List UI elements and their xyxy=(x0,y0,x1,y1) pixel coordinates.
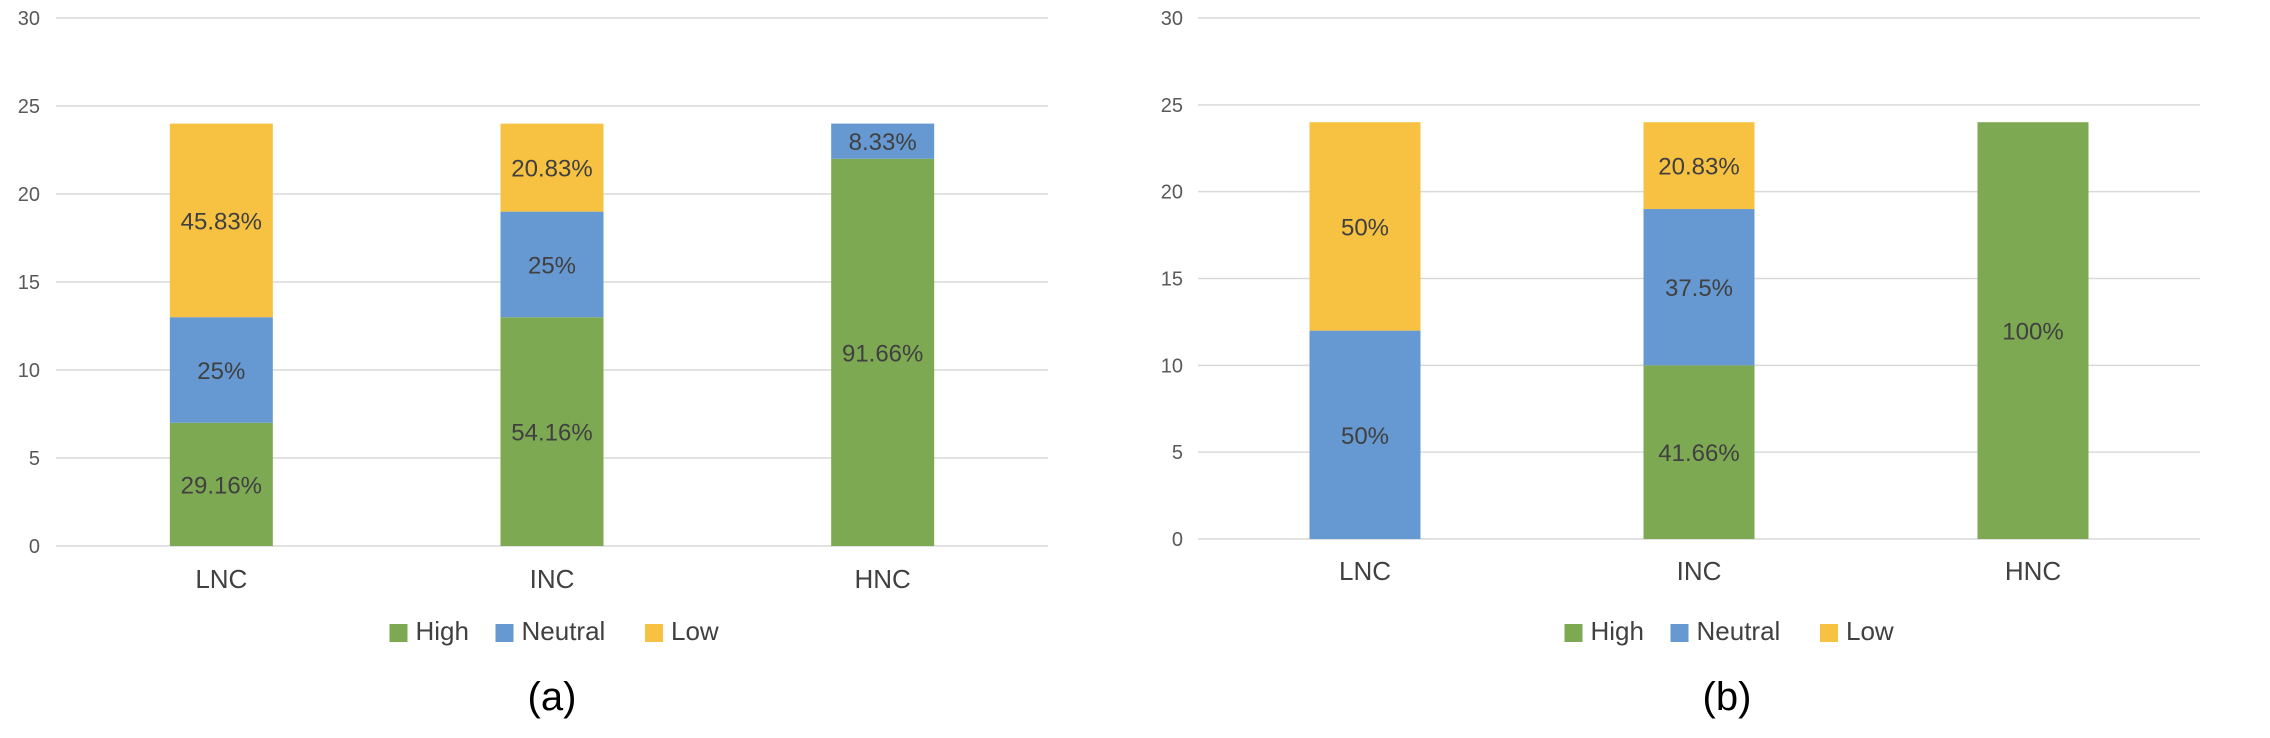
legend: High Neutral Low xyxy=(1564,616,1894,646)
bar-segment-high xyxy=(500,317,604,546)
data-label: 37.5% xyxy=(1665,275,1733,302)
y-tick-label: 0 xyxy=(1172,529,1183,551)
bar-segment-low xyxy=(1643,122,1755,210)
legend-label: Neutral xyxy=(522,616,606,646)
legend-swatch-high xyxy=(1564,624,1583,642)
x-tick-label: INC xyxy=(1677,556,1722,586)
bar-segment-low xyxy=(169,123,273,318)
bar-segment-high xyxy=(169,422,273,546)
y-tick-label: 25 xyxy=(1161,95,1183,117)
data-label: 91.66% xyxy=(842,340,923,367)
legend-swatch-low xyxy=(645,624,663,642)
chart-panel-0: 0 5 10 15 20 25 30 29.16% 25% 45.83% LNC 54.16% 25% 2… xyxy=(18,8,1048,719)
y-tick-label: 25 xyxy=(18,96,40,118)
bar-segment-neutral xyxy=(500,211,604,318)
legend-label: Neutral xyxy=(1697,616,1781,646)
data-label: 20.83% xyxy=(1658,154,1739,181)
data-label: 54.16% xyxy=(511,420,592,447)
data-label: 41.66% xyxy=(1658,440,1739,467)
x-tick-label: HNC xyxy=(854,564,910,594)
y-tick-label: 30 xyxy=(1161,8,1183,30)
y-tick-label: 5 xyxy=(1172,442,1183,464)
y-tick-label: 10 xyxy=(18,360,40,382)
legend-swatch-neutral xyxy=(1670,624,1689,642)
data-label: 50% xyxy=(1341,214,1389,241)
y-tick-label: 20 xyxy=(1161,182,1183,204)
legend-label: High xyxy=(416,616,469,646)
y-tick-label: 20 xyxy=(18,184,40,206)
data-label: 20.83% xyxy=(511,156,592,183)
panel-label: (b) xyxy=(1703,675,1752,719)
data-label: 25% xyxy=(528,252,576,279)
x-tick-label: LNC xyxy=(1339,556,1391,586)
x-tick-label: LNC xyxy=(195,564,247,594)
bar-segment-low xyxy=(500,123,604,212)
legend-swatch-low xyxy=(1820,624,1838,642)
bar-segment-neutral xyxy=(1643,209,1755,366)
y-tick-label: 0 xyxy=(29,536,40,558)
data-label: 8.33% xyxy=(849,129,917,156)
legend-swatch-high xyxy=(389,624,408,642)
y-tick-label: 15 xyxy=(1161,269,1183,291)
x-tick-label: INC xyxy=(530,564,575,594)
bar-segment-high xyxy=(1643,365,1755,539)
y-tick-label: 5 xyxy=(29,448,40,470)
bar-segment-low xyxy=(1309,122,1421,331)
bar-segment-neutral xyxy=(1309,330,1421,539)
data-label: 50% xyxy=(1341,423,1389,450)
bar-segment-neutral xyxy=(169,317,273,423)
data-label: 45.83% xyxy=(181,208,262,235)
data-label: 29.16% xyxy=(181,472,262,499)
x-tick-label: HNC xyxy=(2005,556,2061,586)
legend: High Neutral Low xyxy=(389,616,719,646)
bar-segment-high xyxy=(1977,122,2089,539)
chart-panel-1: 0 5 10 15 20 25 30 50% 50% LNC 41.66% 37.5% 20.83% IN… xyxy=(1161,8,2200,719)
bar-segment-neutral xyxy=(831,123,935,159)
bar-segment-high xyxy=(831,158,935,547)
panel-label: (a) xyxy=(528,675,577,719)
y-tick-label: 15 xyxy=(18,272,40,294)
data-label: 100% xyxy=(2002,319,2063,346)
legend-label: Low xyxy=(1846,616,1894,646)
legend-label: Low xyxy=(671,616,719,646)
data-label: 25% xyxy=(197,358,245,385)
legend-label: High xyxy=(1591,616,1644,646)
y-tick-label: 10 xyxy=(1161,355,1183,377)
y-tick-label: 30 xyxy=(18,8,40,30)
legend-swatch-neutral xyxy=(495,624,514,642)
